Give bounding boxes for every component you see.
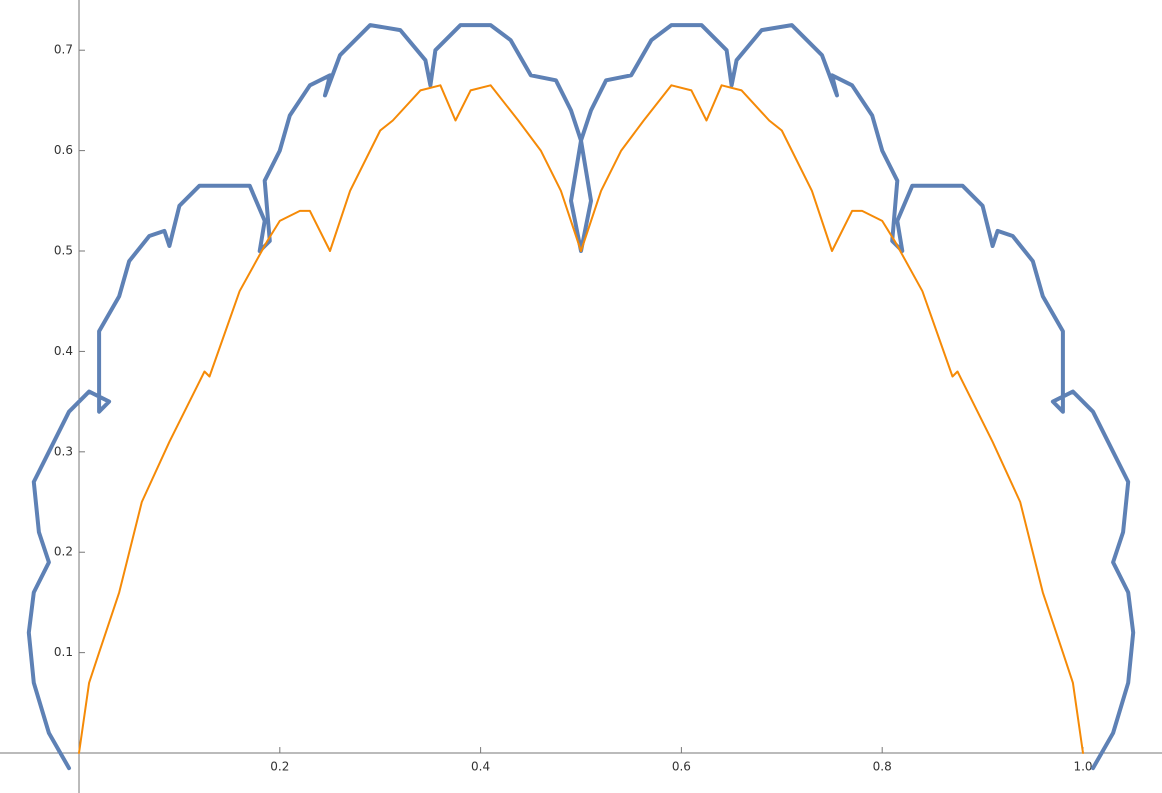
- y-tick-label: 0.7: [54, 43, 73, 57]
- series-line: [26, 23, 1136, 771]
- y-tick-label: 0.4: [54, 344, 73, 358]
- x-tick-label: 0.8: [873, 760, 892, 774]
- y-tick-label: 0.6: [54, 143, 73, 157]
- x-tick-label: 0.4: [471, 760, 490, 774]
- x-tick-label: 0.6: [672, 760, 691, 774]
- series-line: [78, 84, 1084, 754]
- x-tick-label: 0.2: [270, 760, 289, 774]
- y-tick-label: 0.1: [54, 645, 73, 659]
- x-tick-label: 1.0: [1073, 760, 1092, 774]
- y-tick-label: 0.5: [54, 244, 73, 258]
- y-tick-label: 0.3: [54, 444, 73, 458]
- y-tick-label: 0.2: [54, 545, 73, 559]
